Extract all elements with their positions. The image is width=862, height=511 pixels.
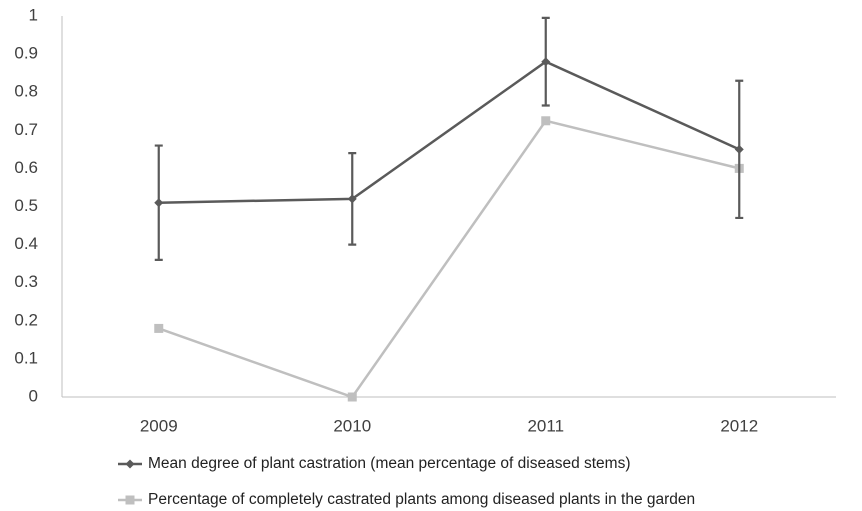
- y-tick-label: 0.5: [14, 196, 38, 215]
- point: [541, 116, 551, 126]
- y-tick-label: 1: [29, 5, 38, 24]
- legend-marker: [125, 459, 135, 469]
- line: [158, 119, 740, 399]
- y-tick-label: 0.4: [14, 234, 38, 253]
- legend: Mean degree of plant castration (mean pe…: [118, 455, 695, 508]
- y-tick-label: 0.8: [14, 82, 38, 101]
- y-tick-label: 0: [29, 386, 38, 405]
- y-tick-label: 0.3: [14, 272, 38, 291]
- y-tick-label: 0.1: [14, 348, 38, 367]
- x-tick-label: 2010: [333, 416, 371, 435]
- x-tick-label: 2011: [527, 416, 564, 435]
- x-tick-label: 2009: [140, 416, 178, 435]
- point: [347, 392, 357, 402]
- legend-label: Mean degree of plant castration (mean pe…: [148, 455, 631, 472]
- y-tick-label: 0.9: [14, 44, 38, 63]
- point: [347, 194, 357, 204]
- y-tick-label: 0.2: [14, 310, 38, 329]
- legend-marker: [125, 495, 135, 505]
- line: [158, 60, 740, 204]
- point: [154, 323, 164, 333]
- legend-label: Percentage of completely castrated plant…: [148, 491, 695, 508]
- y-tick-label: 0.7: [14, 120, 38, 139]
- series: [154, 16, 744, 261]
- series: [154, 116, 744, 402]
- x-tick-label: 2012: [720, 416, 758, 435]
- point: [541, 57, 551, 67]
- y-tick-label: 0.6: [14, 158, 38, 177]
- point: [154, 198, 164, 208]
- point: [734, 144, 744, 154]
